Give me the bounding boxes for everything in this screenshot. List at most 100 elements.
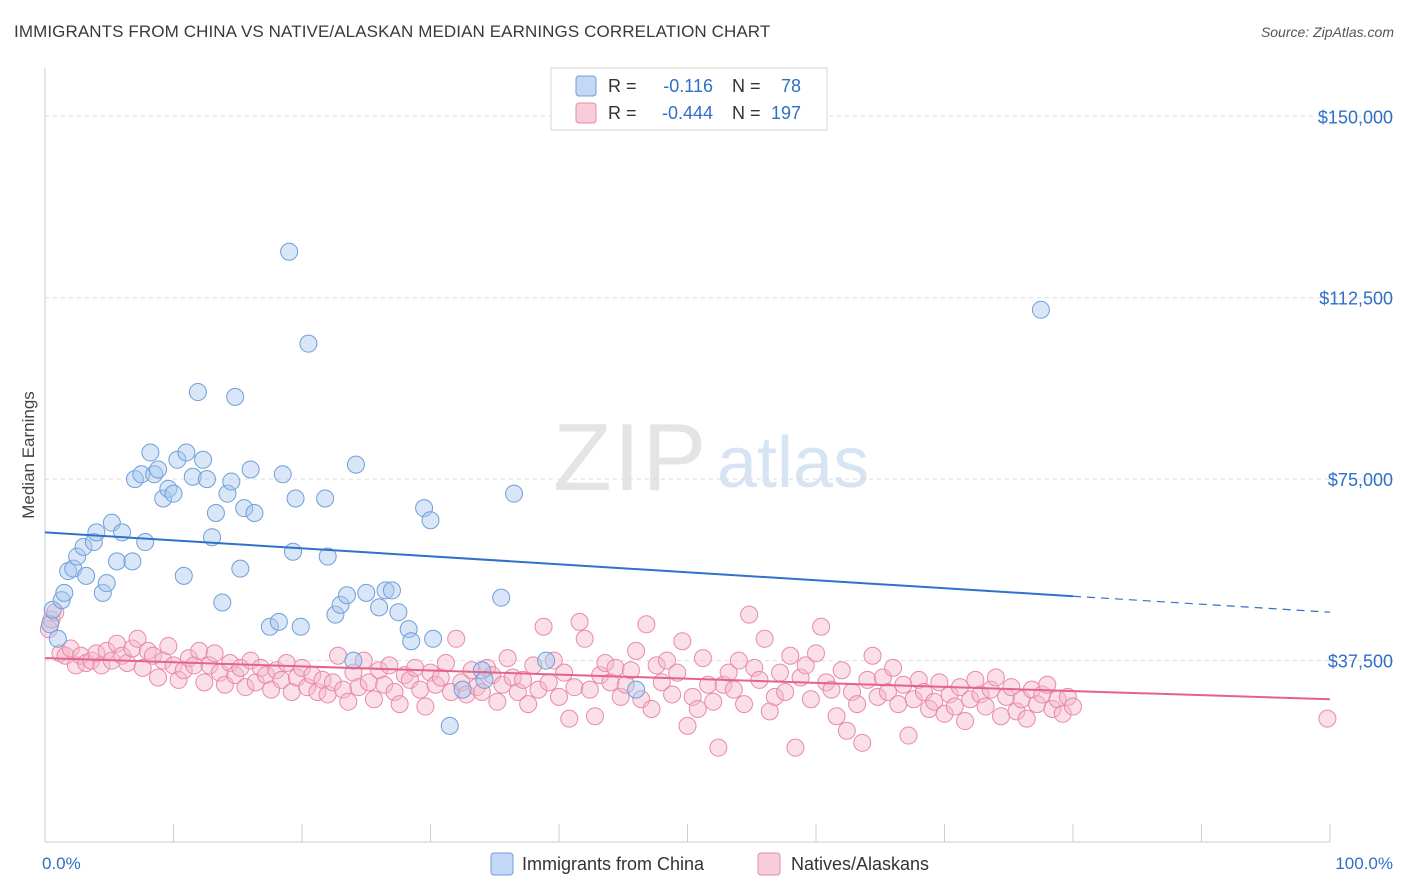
native-point-153 <box>822 680 841 699</box>
china-point-31 <box>188 383 207 402</box>
native-point-148 <box>796 656 815 675</box>
y-tick-label-3: $150,000 <box>1318 107 1393 127</box>
native-point-199 <box>1058 687 1077 706</box>
native-point-78 <box>436 653 455 672</box>
china-point-62 <box>382 581 401 600</box>
legend-swatch-native <box>757 852 781 876</box>
china-point-2 <box>48 629 67 648</box>
native-point-128 <box>693 649 712 668</box>
native-point-168 <box>899 726 918 745</box>
native-point-104 <box>570 612 589 631</box>
china-point-63 <box>389 603 408 622</box>
china-point-1 <box>43 600 62 619</box>
native-point-195 <box>1038 675 1057 694</box>
native-point-140 <box>755 629 774 648</box>
china-point-24 <box>154 489 173 508</box>
native-point-130 <box>704 692 723 711</box>
native-point-18 <box>128 629 147 648</box>
native-point-24 <box>159 637 178 656</box>
native-point-41 <box>246 673 265 692</box>
legend-swatch-china <box>490 852 514 876</box>
native-point-142 <box>765 687 784 706</box>
native-point-21 <box>143 646 162 665</box>
native-point-88 <box>488 692 507 711</box>
native-point-92 <box>508 683 527 702</box>
stats-n-label-china: N = <box>732 76 761 96</box>
native-point-134 <box>724 680 743 699</box>
native-point-162 <box>868 687 887 706</box>
native-point-83 <box>462 661 481 680</box>
china-point-67 <box>421 511 440 530</box>
native-point-58 <box>334 680 353 699</box>
native-point-124 <box>673 632 692 651</box>
china-point-33 <box>197 470 216 489</box>
native-point-154 <box>827 707 846 726</box>
china-point-70 <box>453 680 472 699</box>
native-point-17 <box>123 639 142 658</box>
native-point-93 <box>514 670 533 689</box>
trend-line-china <box>44 531 1074 598</box>
native-point-114 <box>621 661 640 680</box>
native-point-30 <box>190 641 209 660</box>
china-point-47 <box>280 242 299 261</box>
native-point-105 <box>575 629 594 648</box>
native-point-100 <box>550 687 568 706</box>
native-point-196 <box>1043 699 1062 718</box>
native-point-189 <box>1007 702 1026 721</box>
china-point-48 <box>284 542 303 561</box>
trend-line-china-extension <box>1072 595 1331 613</box>
source-label: Source: ZipAtlas.com <box>1260 24 1394 40</box>
native-point-101 <box>555 663 574 682</box>
china-point-39 <box>226 387 245 406</box>
x-tick-label-max: 100.0% <box>1335 854 1393 873</box>
native-point-47 <box>277 653 296 672</box>
china-point-54 <box>326 605 345 624</box>
china-point-19 <box>132 465 151 484</box>
native-point-73 <box>411 680 430 699</box>
native-point-133 <box>719 663 738 682</box>
native-point-63 <box>359 673 378 692</box>
native-point-145 <box>781 646 800 665</box>
native-point-94 <box>519 695 538 714</box>
china-point-46 <box>273 465 292 484</box>
china-point-72 <box>492 588 511 607</box>
native-point-66 <box>375 675 394 694</box>
stats-r-label-native: R = <box>608 103 637 123</box>
china-point-65 <box>402 632 421 651</box>
native-point-160 <box>858 670 877 689</box>
native-point-149 <box>801 690 820 709</box>
native-point-123 <box>668 663 687 682</box>
native-point-90 <box>498 649 517 668</box>
china-point-52 <box>316 489 335 508</box>
china-point-4 <box>55 583 74 602</box>
native-point-188 <box>1002 678 1021 697</box>
native-point-180 <box>961 690 980 709</box>
native-point-97 <box>534 617 553 636</box>
china-point-7 <box>68 547 87 566</box>
native-point-166 <box>889 695 908 714</box>
native-point-176 <box>940 685 959 704</box>
native-point-29 <box>185 656 204 675</box>
china-point-53 <box>318 547 337 566</box>
native-point-77 <box>431 668 450 687</box>
china-point-32 <box>194 450 213 469</box>
native-point-173 <box>925 692 944 711</box>
native-point-75 <box>421 663 440 682</box>
china-point-25 <box>159 479 178 498</box>
native-point-135 <box>729 651 748 670</box>
y-tick-label-0: $37,500 <box>1328 652 1393 672</box>
china-point-57 <box>344 651 363 670</box>
china-point-76 <box>1031 300 1050 319</box>
china-point-3 <box>52 591 71 610</box>
y-tick-labels: $37,500 $75,000 $112,500 $150,000 <box>1318 107 1393 671</box>
china-point-73 <box>505 484 524 503</box>
china-point-15 <box>107 552 126 571</box>
native-point-103 <box>565 678 584 697</box>
native-point-137 <box>740 605 759 624</box>
native-point-50 <box>293 658 311 677</box>
native-point-182 <box>971 685 990 704</box>
native-point-57 <box>328 646 347 665</box>
native-point-59 <box>339 692 358 711</box>
stats-n-label-native: N = <box>732 103 761 123</box>
china-point-5 <box>59 562 78 581</box>
